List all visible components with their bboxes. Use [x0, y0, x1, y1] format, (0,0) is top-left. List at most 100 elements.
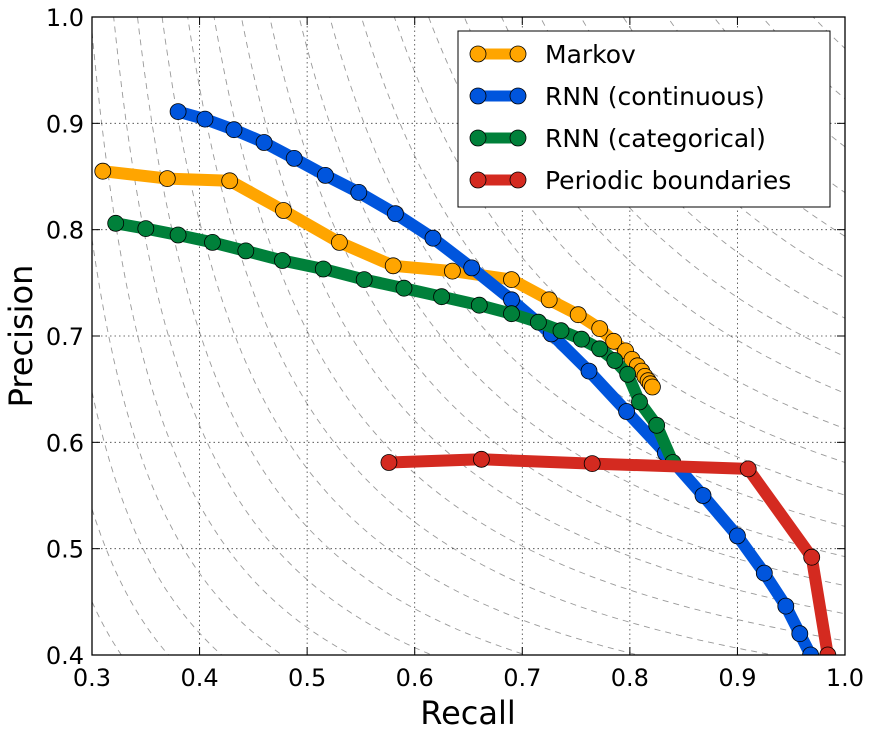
- legend: Markov RNN (continuous) RNN (categorical…: [457, 30, 831, 208]
- legend-entry-markov: Markov: [469, 40, 636, 69]
- f-measure-contour: [240, 17, 845, 615]
- data-point-rnn-categorical: [204, 233, 221, 251]
- legend-swatch-marker: [509, 171, 527, 189]
- y-tick-label: 0.6: [46, 429, 84, 457]
- data-point-markov: [275, 202, 292, 219]
- data-point-rnn-continuous: [791, 625, 809, 643]
- data-point-rnn-continuous: [196, 110, 214, 128]
- data-point-rnn-categorical: [355, 271, 373, 289]
- x-tick-label: 0.8: [611, 664, 649, 692]
- axis-ticks: [91, 16, 846, 656]
- data-point-rnn-categorical: [470, 296, 488, 314]
- data-point-rnn-continuous: [386, 205, 404, 223]
- f-measure-contour: [92, 601, 122, 655]
- legend-entry-rnn-categorical: RNN (categorical): [469, 124, 766, 153]
- data-point-rnn-continuous: [463, 259, 481, 277]
- data-point-periodic-boundaries: [819, 646, 837, 655]
- f-measure-contour: [501, 17, 845, 358]
- data-point-markov: [503, 271, 520, 289]
- f-measure-contour: [187, 17, 776, 655]
- legend-swatch-marker: [469, 171, 487, 189]
- y-tick-label: 0.7: [46, 323, 84, 351]
- data-point-rnn-continuous: [350, 183, 368, 201]
- data-point-rnn-continuous: [225, 121, 243, 139]
- data-point-rnn-continuous: [169, 103, 187, 120]
- data-point-rnn-categorical: [273, 252, 291, 269]
- legend-entry-periodic-boundaries: Periodic boundaries: [469, 166, 791, 195]
- data-point-markov: [330, 233, 348, 251]
- x-tick-label: 0.3: [73, 664, 111, 692]
- data-point-markov: [605, 332, 623, 350]
- legend-swatch-marker: [469, 45, 487, 63]
- data-point-periodic-boundaries: [583, 455, 601, 473]
- data-point-periodic-boundaries: [739, 460, 757, 478]
- x-tick-label: 0.7: [503, 664, 541, 692]
- legend-swatch-marker: [509, 129, 527, 147]
- f-measure-contour: [428, 17, 845, 430]
- tick-labels: 0.3 0.4 0.5 0.6 0.7 0.8 0.9 1.00.40.50.60.70.80…: [46, 4, 864, 692]
- legend-entry-rnn-continuous: RNN (continuous): [469, 82, 765, 111]
- y-tick-label: 0.4: [46, 642, 84, 670]
- x-tick-label: 0.4: [180, 664, 218, 692]
- y-tick-label: 1.0: [46, 4, 84, 32]
- x-tick-label: 0.6: [396, 664, 434, 692]
- legend-swatch-marker: [469, 129, 487, 147]
- data-point-markov: [569, 306, 587, 324]
- data-point-rnn-categorical: [573, 330, 590, 348]
- data-point-rnn-categorical: [530, 313, 547, 331]
- data-point-rnn-categorical: [503, 305, 520, 323]
- data-point-rnn-categorical: [169, 226, 187, 244]
- x-tick-label: 0.9: [718, 664, 756, 692]
- series-layer: [94, 103, 837, 655]
- data-point-rnn-categorical: [137, 220, 155, 238]
- legend-label: Periodic boundaries: [545, 166, 791, 195]
- data-point-rnn-categorical: [591, 340, 609, 358]
- data-point-rnn-categorical: [395, 279, 413, 297]
- f-measure-contour: [298, 17, 845, 558]
- series-line-periodic-boundaries: [388, 453, 834, 655]
- x-tick-label: 1.0: [826, 664, 864, 692]
- data-point-periodic-boundaries: [472, 450, 490, 468]
- data-point-markov: [443, 262, 461, 280]
- data-point-markov: [94, 162, 112, 180]
- y-tick-label: 0.5: [46, 536, 84, 564]
- legend-swatch-marker: [469, 87, 487, 105]
- y-tick-label: 0.9: [46, 110, 84, 138]
- data-point-markov: [644, 378, 661, 396]
- legend-swatch-marker: [509, 87, 527, 105]
- data-point-rnn-continuous: [694, 487, 712, 504]
- f-measure-contour: [92, 239, 283, 655]
- data-point-rnn-continuous: [424, 229, 442, 247]
- f-measure-contour: [92, 391, 223, 655]
- data-point-periodic-boundaries: [380, 454, 398, 471]
- x-axis-label: Recall: [420, 694, 515, 730]
- x-tick-label: 0.5: [288, 664, 326, 692]
- data-point-rnn-categorical: [631, 393, 648, 411]
- data-point-rnn-categorical: [606, 352, 624, 369]
- data-point-rnn-continuous: [802, 646, 819, 655]
- data-point-rnn-categorical: [619, 365, 637, 383]
- data-point-markov: [540, 291, 558, 309]
- legend-label: RNN (categorical): [545, 124, 766, 153]
- data-point-rnn-continuous: [729, 527, 746, 545]
- legend-swatch-marker: [509, 45, 527, 63]
- data-point-markov: [384, 257, 402, 275]
- data-point-rnn-categorical: [433, 288, 451, 306]
- data-point-rnn-continuous: [255, 134, 273, 151]
- data-point-rnn-categorical: [314, 260, 332, 278]
- y-axis-label: Precision: [2, 265, 40, 408]
- data-point-rnn-categorical: [648, 416, 666, 434]
- grid-lines: [92, 17, 845, 655]
- data-point-rnn-continuous: [285, 149, 303, 167]
- legend-label: RNN (continuous): [545, 82, 765, 111]
- data-point-rnn-continuous: [755, 564, 773, 582]
- f-measure-contour: [213, 17, 845, 642]
- data-point-rnn-continuous: [580, 362, 598, 380]
- legend-label: Markov: [545, 40, 636, 69]
- data-point-rnn-continuous: [316, 166, 334, 184]
- data-point-rnn-categorical: [552, 322, 570, 340]
- data-point-rnn-continuous: [777, 597, 795, 615]
- f-measure-contour: [137, 17, 528, 655]
- data-point-markov: [591, 320, 609, 338]
